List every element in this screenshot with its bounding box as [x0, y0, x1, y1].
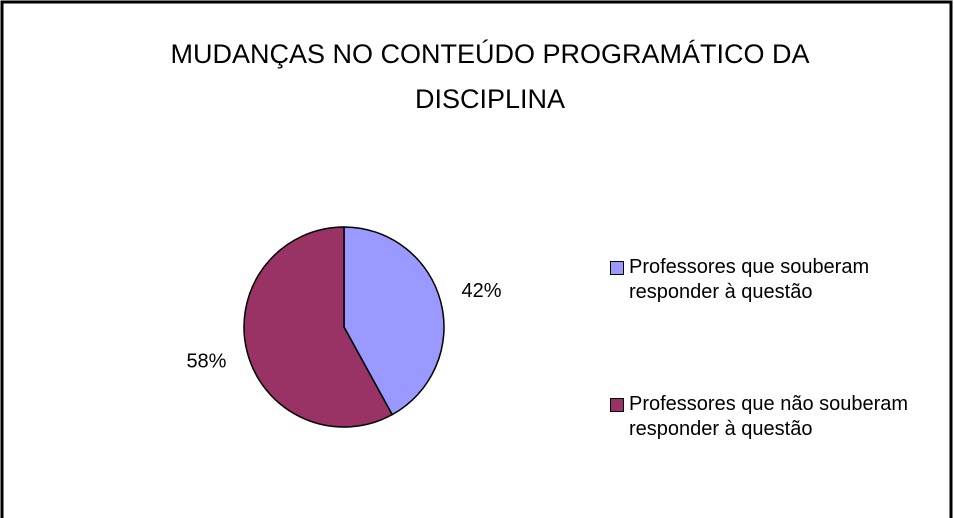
- pie-slice: [343, 226, 445, 416]
- data-label: 42%: [462, 280, 502, 302]
- legend-item: Professores que souberam responder à que…: [610, 255, 920, 305]
- legend-swatch: [610, 261, 624, 275]
- pie-slice: [243, 226, 394, 428]
- legend-label: Professores que souberam responder à que…: [629, 256, 870, 303]
- legend-item: Professores que não souberam responder à…: [610, 392, 920, 442]
- legend-label: Professores que não souberam responder à…: [629, 393, 909, 440]
- legend-swatch: [610, 398, 624, 412]
- data-label: 58%: [186, 351, 226, 373]
- chart-title: MUDANÇAS NO CONTEÚDO PROGRAMÁTICO DA DIS…: [170, 39, 810, 114]
